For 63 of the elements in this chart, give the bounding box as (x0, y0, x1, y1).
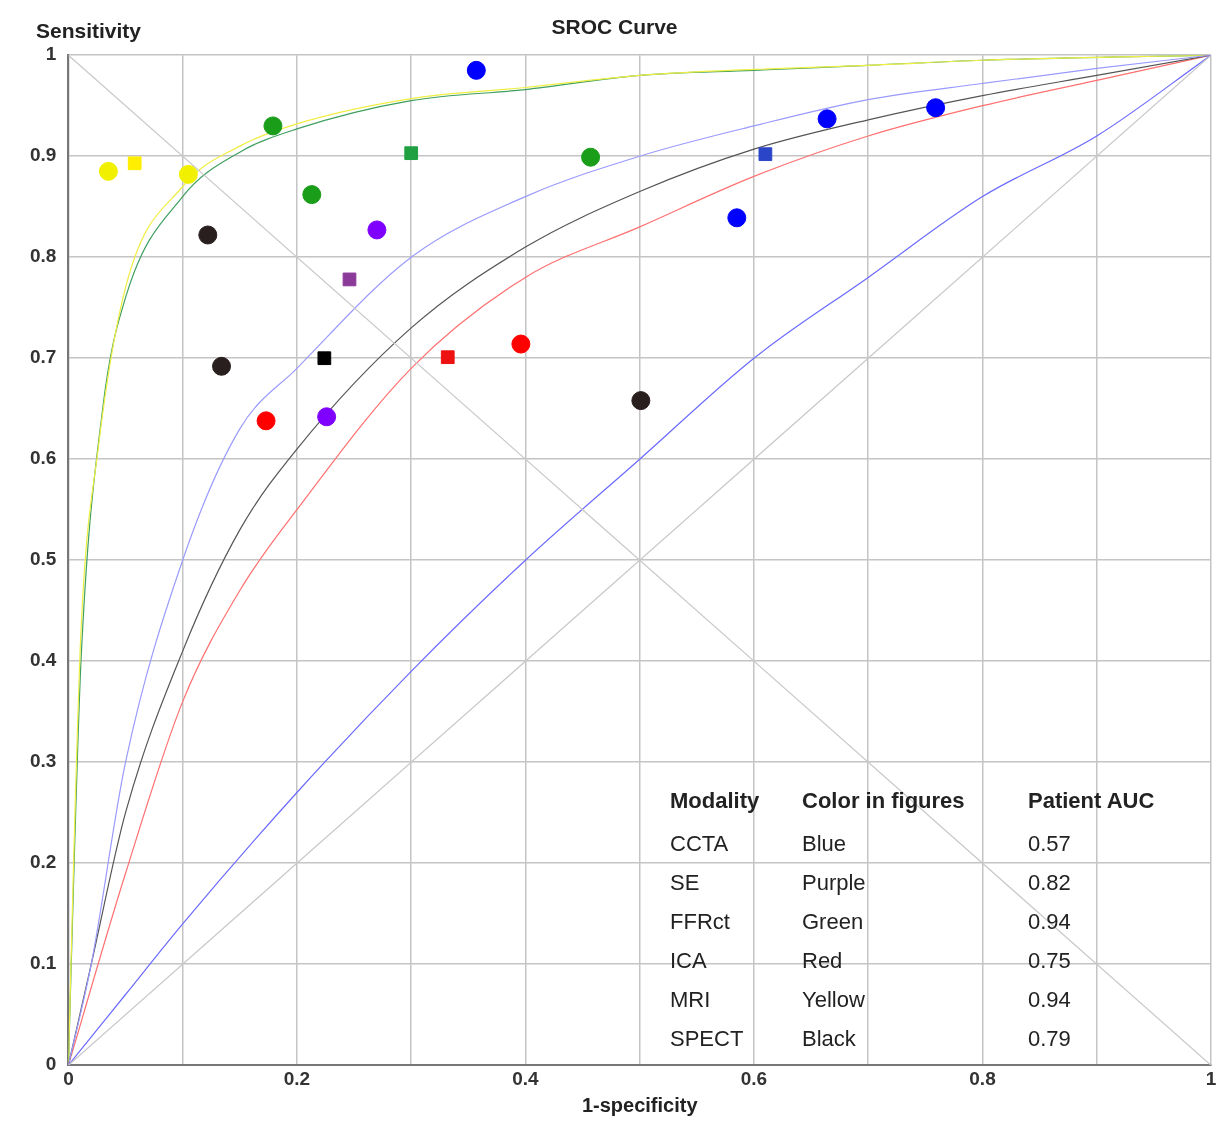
annotation: Green (802, 908, 865, 935)
y-tick-label: 0.8 (29, 245, 57, 267)
annotation: Patient AUC (1028, 788, 1156, 814)
point (727, 208, 747, 228)
annotation: MRI (670, 986, 712, 1013)
y-tick-label: 1 (45, 43, 57, 65)
y-tick-label: 0.4 (29, 649, 57, 671)
y-tick-label: 0.1 (29, 952, 57, 974)
point (367, 220, 387, 240)
point (758, 147, 773, 162)
annotation: Black (802, 1025, 857, 1052)
annotation: SE (670, 869, 701, 896)
y-tick-label: 0 (45, 1053, 57, 1075)
annotation: Blue (802, 830, 848, 857)
x-tick-label: 0.2 (283, 1067, 311, 1089)
point (817, 109, 837, 129)
annotation: SPECT (670, 1025, 745, 1052)
chart-title: SROC Curve (551, 15, 678, 39)
annotation: 0.79 (1028, 1025, 1072, 1052)
point (317, 351, 332, 366)
x-tick-label: 1 (1205, 1067, 1217, 1089)
annotation: Color in figures (802, 788, 966, 814)
x-tick-label: 0.6 (740, 1067, 768, 1089)
point (317, 407, 337, 427)
annotation: 0.94 (1028, 986, 1072, 1013)
point (440, 350, 455, 365)
point (263, 116, 283, 136)
y-tick-label: 0.3 (29, 750, 57, 772)
annotation: 0.57 (1028, 830, 1072, 857)
annotation: Red (802, 947, 844, 974)
point (127, 156, 142, 171)
x-tick-label: 0.8 (969, 1067, 996, 1089)
point (511, 334, 531, 354)
x-axis-title: 1-specificity (581, 1093, 699, 1116)
point (198, 225, 218, 245)
annotation: 0.94 (1028, 908, 1072, 935)
point (178, 164, 198, 184)
y-tick-label: 0.5 (29, 548, 57, 570)
point (404, 146, 419, 161)
annotation: 0.75 (1028, 947, 1072, 974)
annotation: Modality (670, 788, 761, 814)
y-tick-label: 0.9 (29, 144, 57, 166)
y-axis-title: Sensitivity (36, 19, 142, 43)
point (581, 147, 601, 167)
point (466, 60, 486, 80)
point (302, 185, 322, 205)
point (212, 356, 232, 376)
x-tick-label: 0 (63, 1067, 74, 1089)
y-tick-label: 0.2 (29, 851, 57, 873)
annotation: Purple (802, 869, 867, 896)
annotation: Yellow (802, 986, 866, 1013)
point (256, 411, 276, 431)
y-tick-label: 0.7 (29, 346, 57, 368)
point (342, 272, 357, 287)
point (98, 161, 118, 181)
point (926, 98, 946, 118)
annotation: 0.82 (1028, 869, 1072, 896)
point (631, 391, 651, 411)
y-tick-label: 0.6 (29, 447, 57, 469)
annotation: CCTA (670, 830, 730, 857)
x-tick-label: 0.4 (512, 1067, 540, 1089)
annotation: FFRct (670, 908, 731, 935)
annotation: ICA (670, 947, 708, 974)
